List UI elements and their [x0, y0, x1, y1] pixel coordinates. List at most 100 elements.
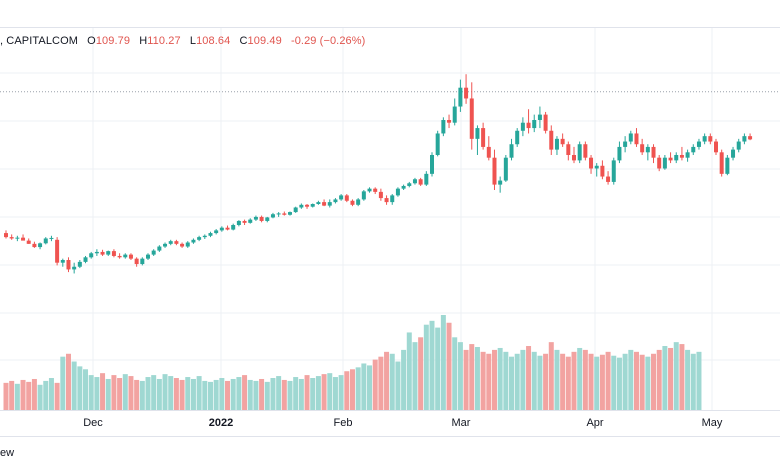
volume-bar — [54, 382, 60, 410]
candle-body — [685, 152, 690, 158]
candle-body — [100, 251, 105, 255]
volume-bar — [469, 344, 475, 410]
volume-bar — [605, 351, 611, 410]
volume-bar — [105, 378, 111, 410]
candle-body — [43, 238, 48, 244]
ohlc-legend: , CAPITALCOM O109.79 H110.27 L108.64 C10… — [0, 35, 365, 47]
candle-body — [253, 216, 258, 220]
volume-bar — [486, 353, 492, 410]
volume-bar — [219, 378, 225, 410]
candle-body — [231, 225, 236, 230]
volume-bar — [457, 342, 463, 410]
candle-body — [248, 219, 253, 223]
candle-body — [236, 220, 241, 225]
volume-bar — [344, 371, 350, 410]
candle-body — [344, 195, 349, 201]
candle-body — [282, 213, 287, 215]
volume-bar — [134, 379, 140, 410]
volume-bar — [71, 361, 77, 410]
volume-bar — [395, 361, 401, 410]
candle-body — [174, 241, 179, 244]
volume-bar — [696, 351, 702, 410]
volume-bar — [611, 355, 617, 410]
volume-bar — [514, 353, 520, 410]
candle-body — [554, 138, 559, 150]
volume-bar — [491, 349, 497, 410]
candle-body — [748, 136, 753, 140]
candle-body — [168, 241, 173, 244]
candle-body — [32, 243, 37, 248]
volume-bar — [463, 349, 469, 410]
high-value: 110.27 — [147, 35, 181, 47]
candle-body — [157, 246, 162, 251]
x-tick-label: Dec — [83, 417, 103, 429]
volume-bar — [264, 381, 270, 410]
volume-bar — [520, 349, 526, 410]
top-divider — [0, 27, 780, 28]
volume-bar — [378, 356, 384, 410]
candle-body — [731, 149, 736, 158]
candle-body — [293, 207, 298, 213]
volume-bar — [582, 349, 588, 410]
volume-bar — [14, 383, 20, 410]
volume-bar — [225, 380, 231, 410]
candle-body — [412, 179, 417, 184]
candle-body — [537, 114, 542, 120]
volume-bar — [247, 379, 253, 410]
volume-bar — [315, 376, 321, 410]
volume-bar — [65, 353, 71, 410]
volume-bar — [361, 363, 367, 410]
candle-body — [668, 157, 673, 161]
candle-body — [55, 239, 60, 263]
x-tick-label: May — [701, 417, 723, 429]
footer-text[interactable]: ew — [0, 447, 15, 459]
volume-bar — [321, 374, 327, 410]
candle-body — [38, 243, 43, 248]
candle-body — [583, 144, 588, 158]
candle-body — [628, 133, 633, 142]
volume-bar — [48, 378, 54, 410]
volume-bar — [543, 353, 549, 410]
volume-bar — [355, 367, 361, 410]
candle-body — [611, 160, 616, 182]
candle-body — [310, 204, 315, 207]
volume-bar — [622, 353, 628, 410]
candle-body — [441, 120, 446, 134]
candle-body — [66, 260, 71, 270]
open-label: O — [87, 35, 96, 47]
x-tick-label: 2022 — [208, 417, 234, 429]
candle-body — [481, 128, 486, 147]
candle-body — [492, 157, 497, 185]
time-axis-divider — [0, 410, 780, 411]
volume-bar — [474, 346, 480, 410]
volume-bar — [156, 378, 162, 410]
candle-body — [606, 176, 611, 182]
volume-bar — [310, 378, 316, 410]
candle-body — [77, 261, 82, 267]
volume-bar — [480, 351, 486, 410]
candle-body — [111, 251, 116, 256]
candle-body — [333, 199, 338, 203]
volume-bar — [185, 377, 191, 410]
candle-body — [532, 120, 537, 129]
candle-body — [549, 130, 554, 150]
volume-bar — [668, 347, 674, 410]
candle-body — [390, 195, 395, 203]
candle-body — [617, 146, 622, 161]
volume-bar — [83, 369, 89, 410]
candle-body — [589, 157, 594, 169]
candle-body — [151, 250, 156, 255]
volume-bar — [253, 380, 259, 410]
volume-bar — [202, 380, 208, 410]
volume-bar — [304, 375, 310, 410]
volume-bar — [440, 315, 446, 410]
volume-bar — [509, 356, 515, 410]
close-label: C — [239, 35, 248, 47]
candle-body — [242, 220, 247, 223]
candle-body — [225, 227, 230, 230]
volume-bar — [497, 347, 503, 410]
volume-bar — [332, 377, 338, 410]
low-label: L — [189, 35, 197, 47]
